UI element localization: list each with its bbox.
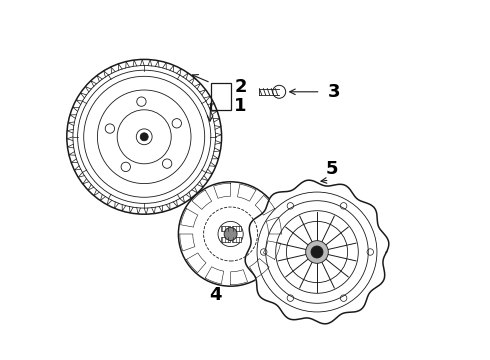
Circle shape [172,118,181,128]
Polygon shape [245,180,389,324]
Circle shape [306,241,328,263]
Circle shape [162,159,172,168]
Text: 2: 2 [234,78,246,96]
Text: 3: 3 [328,83,340,101]
Circle shape [140,133,148,141]
Circle shape [311,246,323,258]
FancyBboxPatch shape [232,226,241,231]
Text: 4: 4 [209,286,221,304]
Circle shape [67,59,221,214]
Circle shape [117,110,171,164]
Circle shape [218,221,243,247]
FancyBboxPatch shape [220,237,230,242]
Circle shape [136,129,152,145]
Circle shape [224,228,237,240]
Circle shape [137,97,146,106]
Circle shape [121,162,130,172]
FancyBboxPatch shape [220,226,230,231]
Text: 5: 5 [326,160,339,178]
Circle shape [105,124,115,133]
Circle shape [273,85,286,98]
Circle shape [178,182,283,286]
Circle shape [98,90,191,184]
Text: 1: 1 [234,97,246,115]
FancyBboxPatch shape [232,237,241,242]
